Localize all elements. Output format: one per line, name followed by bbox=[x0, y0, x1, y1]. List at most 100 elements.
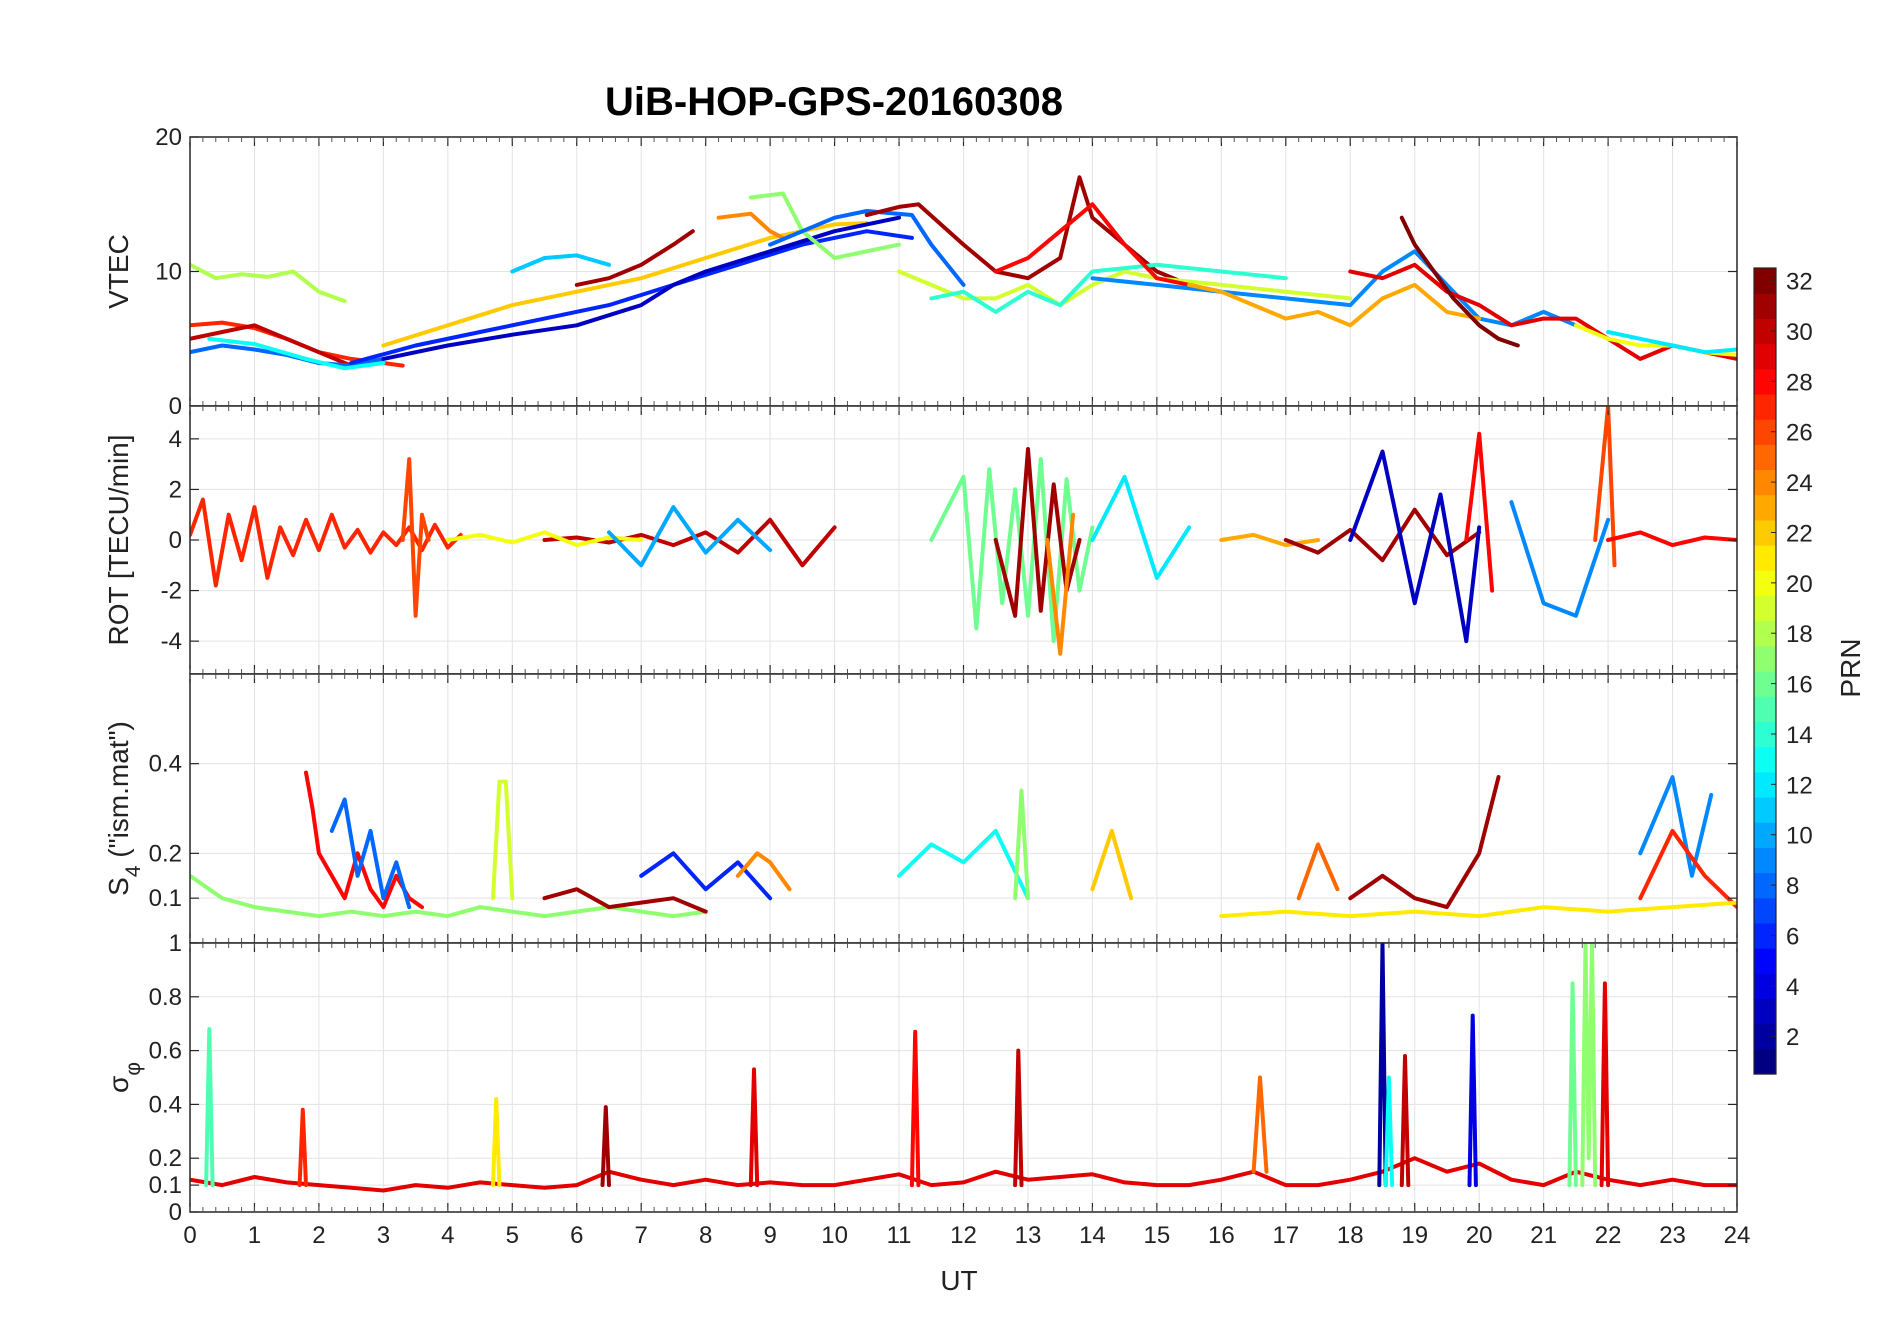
series-line-prn-21 bbox=[491, 1097, 502, 1188]
colorbar-step bbox=[1754, 419, 1776, 445]
series-line-prn-22 bbox=[381, 221, 869, 348]
colorbar-step bbox=[1754, 469, 1776, 496]
series-line-prn-31 bbox=[1348, 775, 1501, 910]
y-tick-label: 2 bbox=[169, 476, 182, 503]
colorbar-frame bbox=[1753, 267, 1777, 1075]
y-tick-label: 0 bbox=[169, 527, 182, 554]
series-line-prn-8 bbox=[329, 797, 412, 910]
colorbar-tick-label: 16 bbox=[1786, 672, 1813, 699]
x-tick-label: 23 bbox=[1659, 1222, 1686, 1249]
series-line-prn-22 bbox=[1090, 828, 1134, 901]
colorbar-step bbox=[1754, 696, 1776, 722]
colorbar-tick-label: 4 bbox=[1786, 974, 1799, 1001]
x-tick-label: 7 bbox=[635, 1222, 648, 1249]
series-line-prn-25 bbox=[1251, 1075, 1269, 1174]
series-line-prn-19 bbox=[491, 779, 515, 901]
x-tick-label: 8 bbox=[699, 1222, 712, 1249]
series-line-prn-13 bbox=[207, 336, 386, 371]
series-line-prn-2 bbox=[1377, 943, 1388, 1188]
series-line-prn-24 bbox=[716, 211, 785, 240]
colorbar-step bbox=[1754, 746, 1776, 773]
colorbar-step bbox=[1754, 822, 1776, 848]
series-line-prn-4 bbox=[1467, 1013, 1478, 1188]
series-line-prn-23 bbox=[1219, 532, 1320, 548]
series-group bbox=[190, 770, 1737, 919]
colorbar-step bbox=[1754, 948, 1776, 974]
colorbar-step bbox=[1754, 595, 1776, 622]
series-line-prn-30 bbox=[1013, 1048, 1024, 1188]
x-tick-label: 6 bbox=[570, 1222, 583, 1249]
colorbar-step bbox=[1754, 570, 1776, 597]
panel-rot: -4 -2 0 2 4 ROT [TECU/min] bbox=[103, 405, 1738, 675]
x-tick-label: 22 bbox=[1595, 1222, 1622, 1249]
colorbar-step bbox=[1754, 343, 1776, 370]
series-line-prn-27 bbox=[190, 497, 463, 588]
series-line-prn-17 bbox=[1580, 943, 1598, 1188]
x-tick-label: 24 bbox=[1724, 1222, 1751, 1249]
x-tick-label: 16 bbox=[1208, 1222, 1235, 1249]
series-line-prn-13 bbox=[1383, 1075, 1395, 1188]
x-tick-label: 5 bbox=[506, 1222, 519, 1249]
x-tick-label: 20 bbox=[1466, 1222, 1493, 1249]
series-line-prn-13 bbox=[897, 828, 1030, 901]
colorbar-step bbox=[1754, 796, 1776, 823]
colorbar-step bbox=[1754, 847, 1776, 874]
colorbar-step bbox=[1754, 645, 1776, 672]
series-line-prn-17 bbox=[1013, 788, 1030, 901]
series-line-prn-31 bbox=[542, 887, 708, 914]
x-tick-label: 15 bbox=[1144, 1222, 1171, 1249]
x-tick-label: 13 bbox=[1015, 1222, 1042, 1249]
series-line-prn-25 bbox=[1296, 842, 1340, 901]
colorbar-step bbox=[1754, 998, 1776, 1025]
series-line-prn-27 bbox=[297, 1107, 308, 1188]
y-tick-label: 20 bbox=[155, 124, 182, 151]
colorbar-tick-label: 10 bbox=[1786, 823, 1813, 850]
x-tick-label: 0 bbox=[183, 1222, 196, 1249]
y-tick-label: 0.2 bbox=[149, 840, 182, 867]
colorbar-tick-label: 32 bbox=[1786, 269, 1813, 296]
series-group bbox=[190, 175, 1737, 371]
panel-sigma-phi: 00.10.2 0.4 0.6 0.8 1 σφ bbox=[103, 930, 1738, 1226]
series-line-prn-9 bbox=[1509, 500, 1611, 618]
series-line-prn-18 bbox=[190, 262, 347, 304]
y-tick-label: 0 bbox=[169, 1199, 182, 1226]
colorbar-tick-label: 18 bbox=[1786, 621, 1813, 648]
colorbar-tick-label: 24 bbox=[1786, 470, 1813, 497]
x-tick-label: 21 bbox=[1530, 1222, 1557, 1249]
series-line-prn-14 bbox=[929, 262, 1288, 314]
series-line-prn-6 bbox=[349, 229, 914, 365]
series-line-prn-24 bbox=[735, 851, 792, 892]
colorbar-tick-label: 14 bbox=[1786, 722, 1813, 749]
series-line-prn-16 bbox=[1567, 981, 1578, 1188]
colorbar-label: PRN bbox=[1835, 638, 1866, 697]
colorbar-tick-label: 28 bbox=[1786, 369, 1813, 396]
colorbar-step bbox=[1754, 494, 1776, 521]
colorbar-step bbox=[1754, 620, 1776, 647]
chart-title: UiB-HOP-GPS-20160308 bbox=[605, 80, 1063, 124]
y-tick-label: 10 bbox=[155, 259, 182, 286]
series-line-prn-26 bbox=[400, 457, 431, 618]
colorbar-step bbox=[1754, 721, 1776, 748]
series-line-prn-29 bbox=[1599, 981, 1611, 1188]
y-tick-label: 0.8 bbox=[149, 984, 182, 1011]
x-tick-label: 11 bbox=[887, 1222, 912, 1249]
series-line-prn-17 bbox=[190, 873, 708, 919]
y-tick-label: 0.1 bbox=[149, 1172, 182, 1199]
series-line-prn-28 bbox=[1464, 431, 1495, 593]
series-line-prn-23 bbox=[1187, 282, 1482, 328]
series-line-prn-6 bbox=[639, 851, 773, 901]
y-tick-label: 1 bbox=[169, 930, 182, 957]
y-tick-label: 0.1 bbox=[149, 885, 182, 912]
series-group bbox=[190, 406, 1737, 656]
colorbar-step bbox=[1754, 519, 1776, 546]
series-line-prn-32 bbox=[1399, 215, 1520, 348]
colorbar-tick-label: 26 bbox=[1786, 420, 1813, 447]
y-tick-label: 0.4 bbox=[149, 1091, 182, 1118]
colorbar-step bbox=[1754, 293, 1776, 319]
series-line-prn-30 bbox=[1399, 1054, 1411, 1188]
series-line-prn-19 bbox=[897, 269, 1353, 308]
colorbar-tick-label: 8 bbox=[1786, 873, 1799, 900]
series-line-prn-21 bbox=[1219, 900, 1737, 919]
